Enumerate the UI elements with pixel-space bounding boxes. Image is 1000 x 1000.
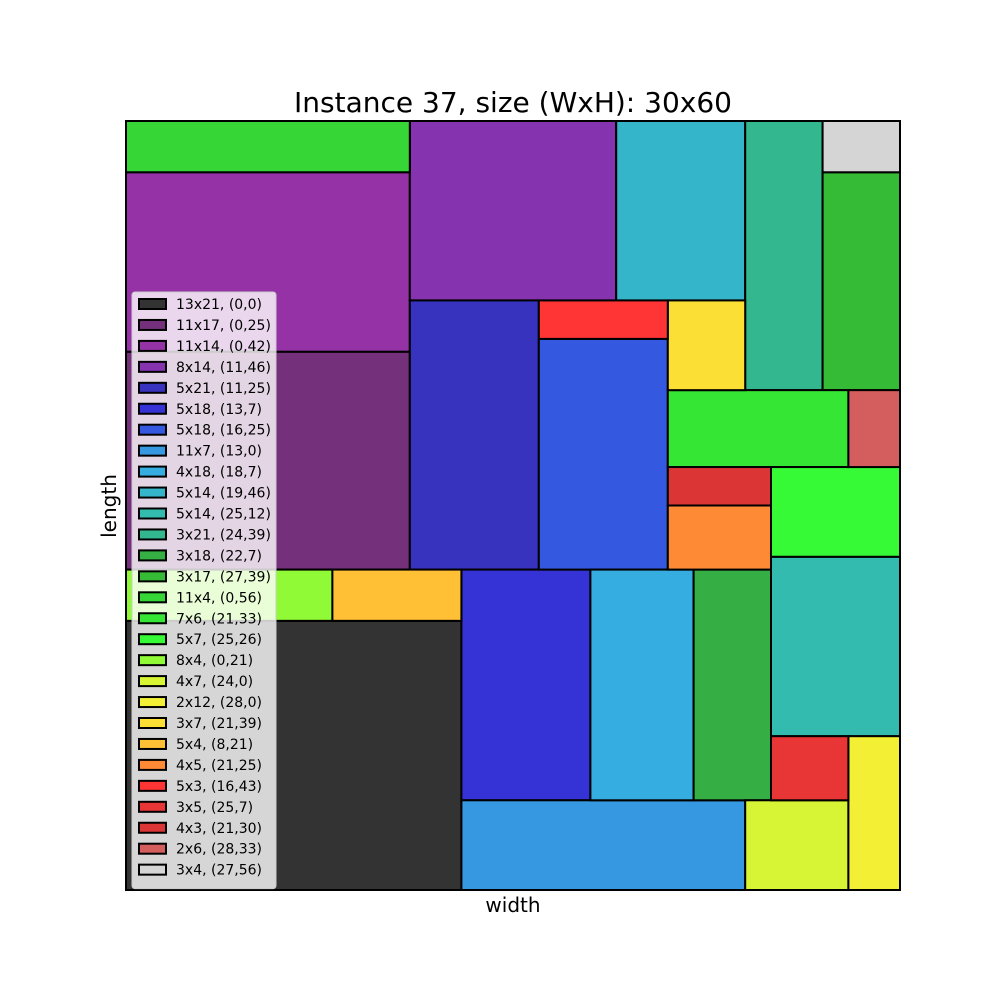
packed-rectangle-16 bbox=[666, 389, 850, 469]
packed-rectangle-6 bbox=[460, 568, 592, 802]
legend-swatch-19 bbox=[138, 675, 167, 688]
legend-label-19: 4x7, (24,0) bbox=[176, 674, 253, 690]
packed-rectangle-11 bbox=[770, 555, 901, 738]
packed-rectangle-27 bbox=[847, 389, 902, 469]
legend-swatch-3 bbox=[138, 339, 167, 352]
packed-rectangle-19 bbox=[744, 799, 850, 891]
legend-label-21: 3x7, (21,39) bbox=[176, 716, 262, 732]
packed-rectangle-22 bbox=[331, 568, 463, 622]
legend-label-4: 8x14, (11,46) bbox=[176, 360, 271, 376]
legend-swatch-10 bbox=[138, 486, 167, 499]
packed-rectangle-21 bbox=[666, 299, 747, 392]
packed-rectangle-14 bbox=[821, 171, 901, 392]
y-axis-label: length bbox=[97, 474, 121, 538]
legend-swatch-24 bbox=[138, 779, 167, 792]
legend-label-7: 5x18, (16,25) bbox=[176, 423, 271, 439]
packed-rectangle-8 bbox=[460, 799, 747, 891]
legend-swatch-6 bbox=[138, 402, 167, 415]
legend-swatch-22 bbox=[138, 737, 167, 750]
legend-swatch-12 bbox=[138, 528, 167, 541]
packed-rectangle-13 bbox=[692, 568, 772, 802]
legend-swatch-20 bbox=[138, 696, 167, 709]
legend-swatch-21 bbox=[138, 717, 167, 729]
packed-rectangle-24 bbox=[537, 299, 669, 340]
packed-rectangle-7 bbox=[537, 337, 669, 571]
legend-label-13: 3x18, (22,7) bbox=[176, 548, 262, 564]
legend-swatch-23 bbox=[138, 758, 167, 771]
legend-label-27: 2x6, (28,33) bbox=[176, 842, 262, 858]
legend-label-28: 3x4, (27,56) bbox=[176, 863, 262, 879]
packed-rectangle-17 bbox=[770, 466, 901, 558]
legend-label-23: 4x5, (21,25) bbox=[176, 758, 262, 774]
legend-swatch-8 bbox=[138, 444, 167, 457]
legend-label-18: 8x4, (0,21) bbox=[176, 653, 253, 669]
legend-label-17: 5x7, (25,26) bbox=[176, 632, 262, 648]
legend-label-12: 3x21, (24,39) bbox=[176, 527, 271, 543]
legend-label-2: 11x17, (0,25) bbox=[176, 318, 271, 334]
legend-label-1: 13x21, (0,0) bbox=[176, 297, 262, 313]
legend-label-5: 5x21, (11,25) bbox=[176, 381, 271, 397]
legend-swatch-17 bbox=[138, 633, 167, 646]
packed-rectangle-10 bbox=[615, 120, 747, 302]
chart-title: Instance 37, size (WxH): 30x60 bbox=[294, 86, 732, 119]
packed-rectangle-9 bbox=[589, 568, 695, 802]
legend-label-8: 11x7, (13,0) bbox=[176, 444, 262, 460]
legend-swatch-5 bbox=[138, 381, 167, 394]
legend-label-11: 5x14, (25,12) bbox=[176, 507, 271, 523]
plot-frame bbox=[125, 120, 901, 891]
packed-rectangle-5 bbox=[408, 299, 540, 571]
legend-swatch-1 bbox=[138, 298, 167, 310]
legend-label-14: 3x17, (27,39) bbox=[176, 569, 271, 585]
legend-label-16: 7x6, (21,33) bbox=[176, 611, 262, 627]
legend-box bbox=[131, 291, 277, 890]
legend-swatch-26 bbox=[138, 821, 167, 834]
packed-rectangle-28 bbox=[821, 120, 901, 174]
packed-rectangle-12 bbox=[744, 120, 824, 392]
legend-swatch-13 bbox=[138, 549, 167, 562]
legend-swatch-27 bbox=[138, 842, 167, 855]
legend-swatch-9 bbox=[138, 465, 167, 478]
legend: 13x21, (0,0) 11x17, (0,25) 11x14, (0,42) 8x… bbox=[131, 291, 277, 890]
packed-rectangle-23 bbox=[666, 504, 772, 571]
packed-rectangle-25 bbox=[770, 735, 850, 802]
legend-label-25: 3x5, (25,7) bbox=[176, 800, 253, 816]
legend-swatch-11 bbox=[138, 507, 167, 520]
legend-label-6: 5x18, (13,7) bbox=[176, 402, 262, 418]
legend-swatch-15 bbox=[138, 591, 167, 604]
packed-rectangle-26 bbox=[666, 466, 772, 507]
legend-swatch-16 bbox=[138, 612, 167, 625]
legend-label-3: 11x14, (0,42) bbox=[176, 339, 271, 355]
legend-label-15: 11x4, (0,56) bbox=[176, 590, 262, 606]
legend-label-10: 5x14, (19,46) bbox=[176, 486, 271, 502]
x-axis-label: width bbox=[485, 893, 540, 917]
legend-swatch-2 bbox=[138, 318, 167, 331]
legend-swatch-7 bbox=[138, 423, 167, 436]
legend-swatch-4 bbox=[138, 360, 167, 373]
legend-swatch-14 bbox=[138, 570, 167, 583]
packed-rectangle-4 bbox=[408, 120, 618, 302]
legend-label-26: 4x3, (21,30) bbox=[176, 821, 262, 837]
legend-label-24: 5x3, (16,43) bbox=[176, 779, 262, 795]
legend-label-20: 2x12, (28,0) bbox=[176, 695, 262, 711]
packed-rectangle-15 bbox=[125, 120, 411, 174]
legend-swatch-18 bbox=[138, 654, 167, 667]
legend-label-22: 5x4, (8,21) bbox=[176, 737, 253, 753]
packed-rectangle-20 bbox=[847, 735, 902, 892]
legend-label-9: 4x18, (18,7) bbox=[176, 465, 262, 481]
legend-swatch-28 bbox=[138, 863, 167, 876]
legend-swatch-25 bbox=[138, 800, 167, 813]
